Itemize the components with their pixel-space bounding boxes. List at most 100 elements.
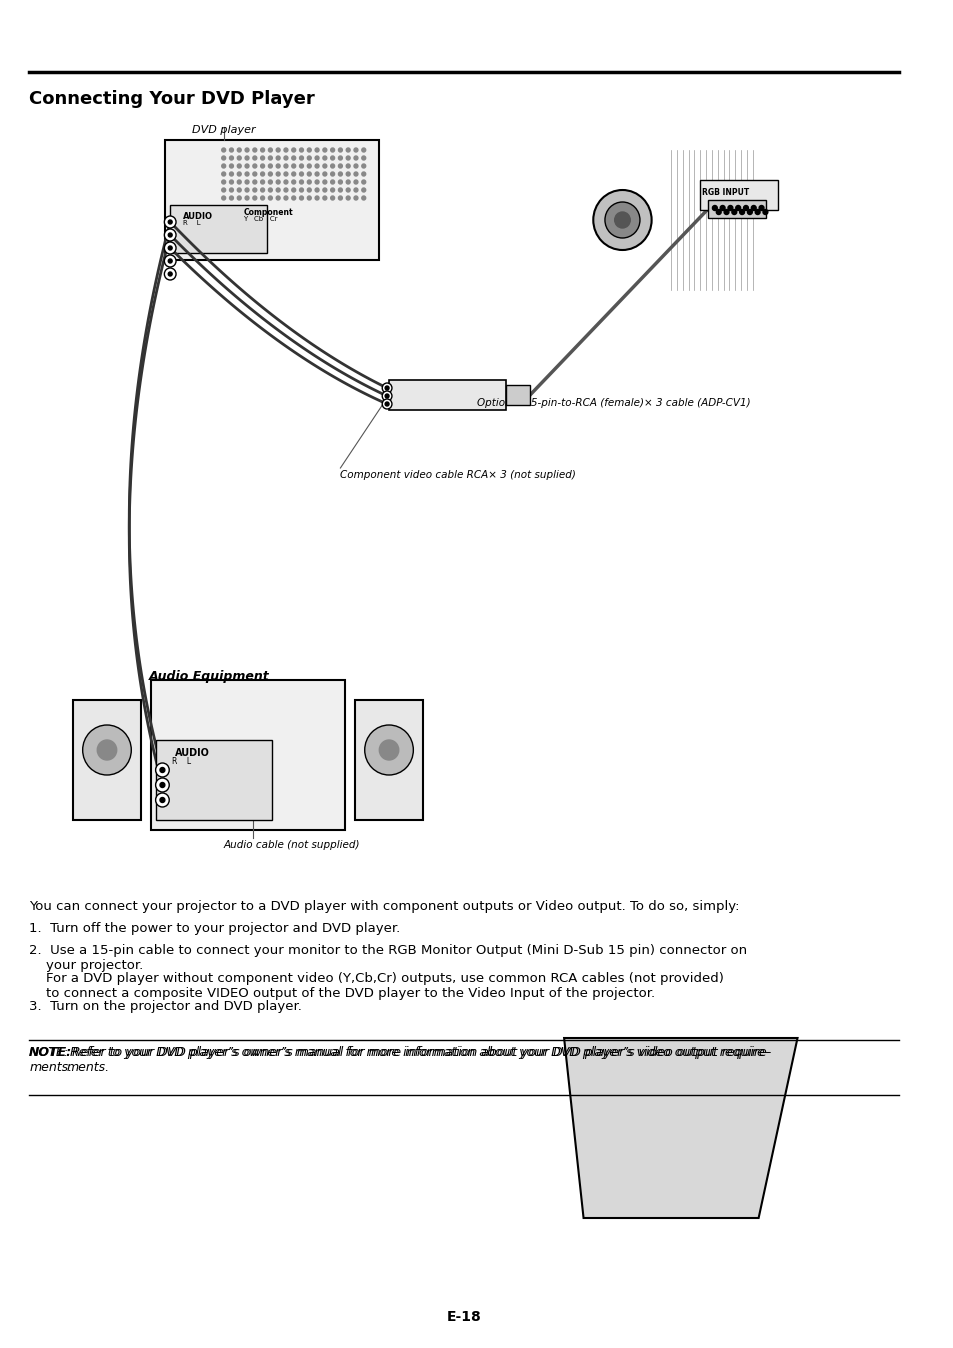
Circle shape <box>292 181 295 183</box>
Circle shape <box>284 164 288 168</box>
Text: AUDIO: AUDIO <box>175 748 210 758</box>
Circle shape <box>299 148 303 152</box>
Text: You can connect your projector to a DVD player with component outputs or Video o: You can connect your projector to a DVD … <box>30 900 739 913</box>
Bar <box>170 205 267 253</box>
Circle shape <box>230 156 233 160</box>
Circle shape <box>307 187 311 191</box>
Circle shape <box>382 399 392 408</box>
Circle shape <box>354 156 357 160</box>
Bar <box>707 200 765 218</box>
Circle shape <box>284 173 288 177</box>
Circle shape <box>284 187 288 191</box>
Circle shape <box>284 156 288 160</box>
Circle shape <box>354 187 357 191</box>
Circle shape <box>346 173 350 177</box>
Circle shape <box>268 187 272 191</box>
Circle shape <box>245 148 249 152</box>
Circle shape <box>245 164 249 168</box>
Circle shape <box>253 148 256 152</box>
Text: Audio Equipment: Audio Equipment <box>149 670 269 683</box>
Circle shape <box>385 386 389 390</box>
Circle shape <box>354 195 357 200</box>
Circle shape <box>346 181 350 183</box>
Circle shape <box>385 402 389 406</box>
Circle shape <box>299 195 303 200</box>
Circle shape <box>338 195 342 200</box>
Circle shape <box>361 156 365 160</box>
Text: 1.  Turn off the power to your projector and DVD player.: 1. Turn off the power to your projector … <box>30 922 400 936</box>
Circle shape <box>346 164 350 168</box>
Circle shape <box>164 268 176 280</box>
Circle shape <box>746 209 752 214</box>
Circle shape <box>237 148 241 152</box>
Polygon shape <box>563 1038 797 1219</box>
Circle shape <box>155 763 169 776</box>
Circle shape <box>361 148 365 152</box>
Circle shape <box>346 148 350 152</box>
Circle shape <box>260 187 264 191</box>
Circle shape <box>331 156 335 160</box>
Circle shape <box>723 209 728 214</box>
Circle shape <box>742 205 747 210</box>
Circle shape <box>260 148 264 152</box>
Circle shape <box>83 725 132 775</box>
Circle shape <box>346 187 350 191</box>
Circle shape <box>338 181 342 183</box>
Circle shape <box>253 195 256 200</box>
Circle shape <box>361 173 365 177</box>
Circle shape <box>331 173 335 177</box>
Circle shape <box>322 181 327 183</box>
Circle shape <box>382 391 392 400</box>
Circle shape <box>164 243 176 253</box>
Circle shape <box>346 156 350 160</box>
Circle shape <box>731 209 736 214</box>
Circle shape <box>253 156 256 160</box>
Circle shape <box>276 164 280 168</box>
Circle shape <box>314 148 318 152</box>
Circle shape <box>168 245 172 249</box>
Circle shape <box>727 205 732 210</box>
Circle shape <box>307 195 311 200</box>
Circle shape <box>354 173 357 177</box>
Circle shape <box>338 173 342 177</box>
Text: AUDIO: AUDIO <box>183 212 213 221</box>
Circle shape <box>221 187 226 191</box>
Circle shape <box>253 181 256 183</box>
Circle shape <box>276 148 280 152</box>
Circle shape <box>221 156 226 160</box>
Circle shape <box>292 156 295 160</box>
Circle shape <box>331 164 335 168</box>
Circle shape <box>716 209 720 214</box>
Circle shape <box>292 148 295 152</box>
Circle shape <box>338 187 342 191</box>
Circle shape <box>237 156 241 160</box>
Circle shape <box>346 195 350 200</box>
Circle shape <box>97 740 116 760</box>
Circle shape <box>299 173 303 177</box>
Circle shape <box>160 798 165 802</box>
Circle shape <box>164 255 176 267</box>
Circle shape <box>237 195 241 200</box>
Text: For a DVD player without component video (Y,Cb,Cr) outputs, use common RCA cable: For a DVD player without component video… <box>30 972 723 1000</box>
Circle shape <box>751 205 756 210</box>
Bar <box>72 700 141 820</box>
Circle shape <box>322 156 327 160</box>
Circle shape <box>268 148 272 152</box>
Circle shape <box>276 195 280 200</box>
Circle shape <box>361 195 365 200</box>
Text: Refer to your DVD player’s owner’s manual for more information about your DVD pl: Refer to your DVD player’s owner’s manua… <box>66 1046 768 1074</box>
Circle shape <box>230 148 233 152</box>
Circle shape <box>338 164 342 168</box>
Circle shape <box>314 195 318 200</box>
Circle shape <box>292 164 295 168</box>
Circle shape <box>284 181 288 183</box>
Circle shape <box>260 156 264 160</box>
Text: Component video cable RCA× 3 (not suplied): Component video cable RCA× 3 (not suplie… <box>340 470 576 480</box>
Circle shape <box>307 181 311 183</box>
Circle shape <box>361 164 365 168</box>
Circle shape <box>260 164 264 168</box>
Bar <box>155 740 272 820</box>
Circle shape <box>314 156 318 160</box>
Circle shape <box>155 778 169 793</box>
Text: Component: Component <box>243 208 293 217</box>
